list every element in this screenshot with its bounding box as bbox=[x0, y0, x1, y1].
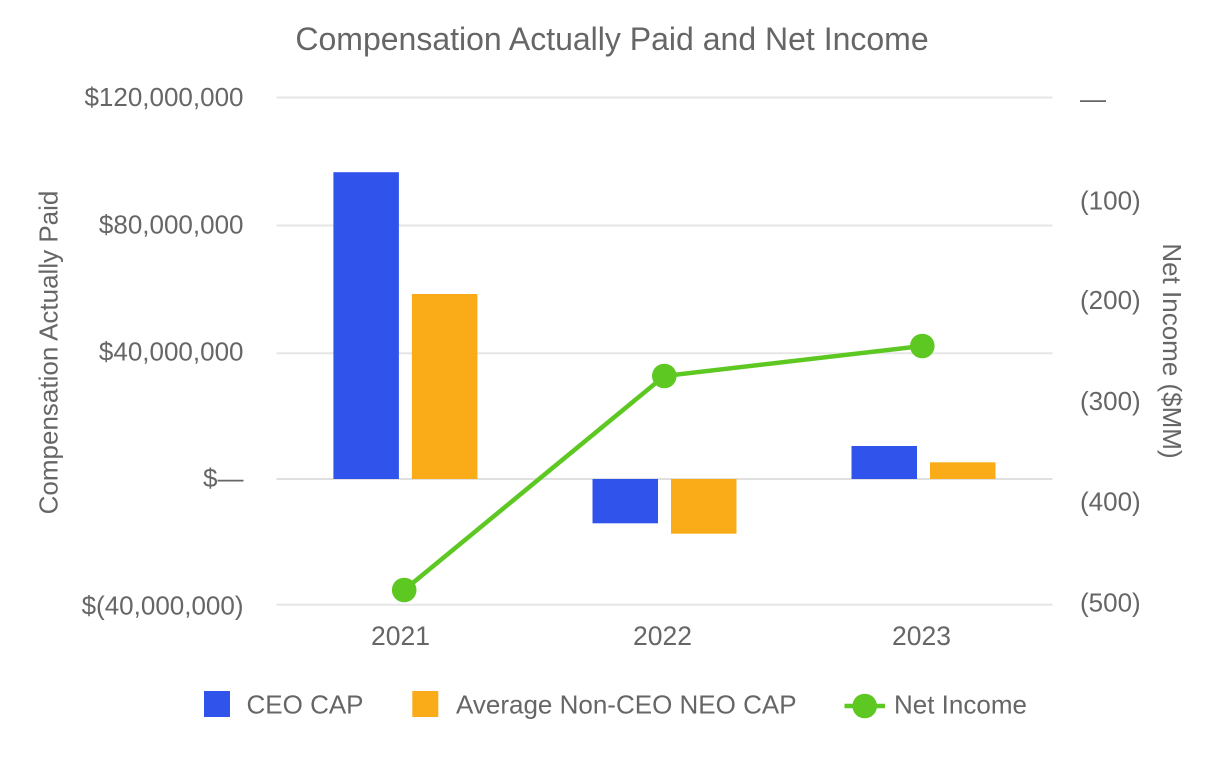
svg-text:2021: 2021 bbox=[371, 621, 430, 651]
svg-text:Net Income ($MM): Net Income ($MM) bbox=[1157, 243, 1187, 458]
svg-text:2022: 2022 bbox=[633, 621, 692, 651]
svg-text:(500): (500) bbox=[1080, 588, 1141, 618]
svg-text:(100): (100) bbox=[1080, 185, 1141, 215]
svg-text:(300): (300) bbox=[1080, 386, 1141, 416]
svg-text:CEO CAP: CEO CAP bbox=[247, 690, 364, 720]
svg-text:—: — bbox=[1080, 84, 1106, 114]
svg-text:Net Income: Net Income bbox=[894, 690, 1027, 720]
svg-text:$80,000,000: $80,000,000 bbox=[99, 210, 244, 240]
svg-text:2023: 2023 bbox=[892, 621, 951, 651]
svg-text:$—: $— bbox=[203, 463, 243, 493]
svg-text:(200): (200) bbox=[1080, 285, 1141, 315]
svg-text:Compensation Actually Paid: Compensation Actually Paid bbox=[34, 191, 64, 515]
svg-text:$40,000,000: $40,000,000 bbox=[99, 336, 244, 366]
svg-text:$(40,000,000): $(40,000,000) bbox=[82, 591, 244, 621]
svg-text:Compensation Actually Paid and: Compensation Actually Paid and Net Incom… bbox=[295, 21, 928, 57]
svg-text:(400): (400) bbox=[1080, 487, 1141, 517]
svg-text:$120,000,000: $120,000,000 bbox=[84, 82, 243, 112]
svg-text:Average Non-CEO NEO CAP: Average Non-CEO NEO CAP bbox=[456, 690, 797, 720]
